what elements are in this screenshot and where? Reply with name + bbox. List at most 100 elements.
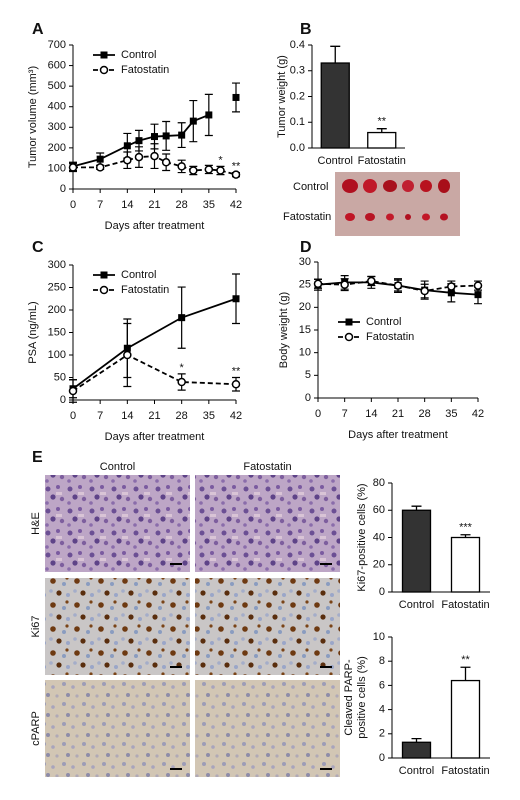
legend-marker (99, 65, 109, 75)
photo-row-label: Control (293, 181, 328, 193)
x-tick-label: 7 (342, 408, 348, 420)
legend-label: Fatostatin (121, 284, 169, 296)
x-tick-label: 14 (121, 410, 133, 422)
marker (216, 166, 225, 175)
x-tick-label: Fatostatin (441, 765, 489, 777)
y-tick-label: 50 (54, 371, 66, 383)
marker (447, 282, 456, 291)
x-tick-label: 21 (392, 408, 404, 420)
x-tick-label: 42 (230, 199, 242, 211)
marker (340, 280, 349, 289)
y-tick-label: 100 (48, 349, 66, 361)
y-tick-label: 30 (299, 256, 311, 268)
marker (393, 281, 403, 290)
marker (151, 133, 158, 141)
bar (450, 536, 481, 593)
annotation: ** (232, 160, 241, 172)
tumor-photo (335, 172, 460, 236)
x-tick-label: 35 (203, 199, 215, 211)
legend-label: Fatostatin (366, 331, 414, 343)
x-tick-label: Control (318, 155, 353, 167)
y-axis-label: PSA (ng/mL) (27, 301, 39, 363)
marker (177, 377, 186, 387)
row-label: H&E (30, 512, 42, 535)
y-tick-label: 0 (379, 586, 385, 598)
marker (232, 295, 240, 303)
y-tick-label: 300 (48, 121, 66, 133)
marker (231, 170, 241, 179)
micrograph (195, 578, 340, 675)
bar (320, 62, 350, 149)
legend-marker (344, 332, 354, 342)
y-tick-label: 60 (373, 504, 385, 516)
y-tick-label: 20 (373, 559, 385, 571)
marker (205, 111, 213, 119)
series-line (72, 297, 237, 390)
marker (420, 286, 429, 296)
marker (96, 155, 104, 163)
annotation: ** (461, 654, 470, 666)
marker (367, 276, 376, 286)
y-axis-label: Cleaved PARP- (343, 659, 355, 736)
x-tick-label: 0 (315, 408, 321, 420)
x-tick-label: 35 (445, 408, 457, 420)
marker (150, 151, 159, 161)
annotation: * (218, 154, 223, 166)
micrograph (45, 475, 190, 572)
y-axis-label: Tumor weight (g) (276, 55, 288, 138)
y-tick-label: 700 (48, 39, 66, 51)
x-tick-label: Fatostatin (358, 155, 406, 167)
y-tick-label: 0.4 (290, 39, 305, 51)
legend-label: Control (121, 49, 156, 61)
error-bar (460, 666, 471, 681)
x-tick-label: 21 (148, 199, 160, 211)
marker (189, 166, 198, 175)
marker (177, 162, 186, 171)
y-axis-label: Ki67-positive cells (%) (356, 483, 368, 591)
legend-marker (100, 271, 108, 279)
column-label: Fatostatin (243, 461, 291, 473)
x-tick-label: 7 (97, 199, 103, 211)
x-tick-label: 35 (203, 410, 215, 422)
micrograph (45, 578, 190, 675)
x-tick-label: 0 (70, 199, 76, 211)
x-axis-label: Days after treatment (105, 220, 205, 232)
y-axis-label: Tumor volume (mm³) (27, 66, 39, 168)
marker (474, 291, 482, 299)
marker (95, 163, 105, 172)
y-tick-label: 10 (299, 347, 311, 359)
y-tick-label: 0.3 (290, 65, 305, 77)
y-tick-label: 5 (305, 369, 311, 381)
legend-marker (345, 318, 353, 326)
bar (401, 741, 432, 759)
row-label: cPARP (30, 711, 42, 746)
y-tick-label: 0.2 (290, 90, 305, 102)
legend-label: Control (366, 316, 401, 328)
marker (189, 117, 197, 125)
x-tick-label: Control (399, 599, 434, 611)
y-tick-label: 6 (379, 679, 385, 691)
marker (232, 93, 240, 101)
x-tick-label: 21 (148, 410, 160, 422)
micrograph (45, 680, 190, 777)
x-axis-label: Days after treatment (348, 429, 448, 441)
y-tick-label: 100 (48, 162, 66, 174)
x-tick-label: 28 (419, 408, 431, 420)
y-tick-label: 15 (299, 324, 311, 336)
y-tick-label: 200 (48, 142, 66, 154)
y-tick-label: 150 (48, 326, 66, 338)
x-tick-label: 42 (472, 408, 484, 420)
y-tick-label: 0 (60, 183, 66, 195)
marker (162, 132, 170, 140)
error-bar (330, 45, 341, 64)
marker (68, 163, 78, 172)
marker (447, 289, 455, 297)
y-axis-label: positive cells (%) (356, 656, 368, 739)
bar (450, 679, 481, 759)
y-tick-label: 200 (48, 304, 66, 316)
y-tick-label: 10 (373, 631, 385, 643)
micrograph (195, 475, 340, 572)
y-tick-label: 600 (48, 59, 66, 71)
x-tick-label: 7 (97, 410, 103, 422)
